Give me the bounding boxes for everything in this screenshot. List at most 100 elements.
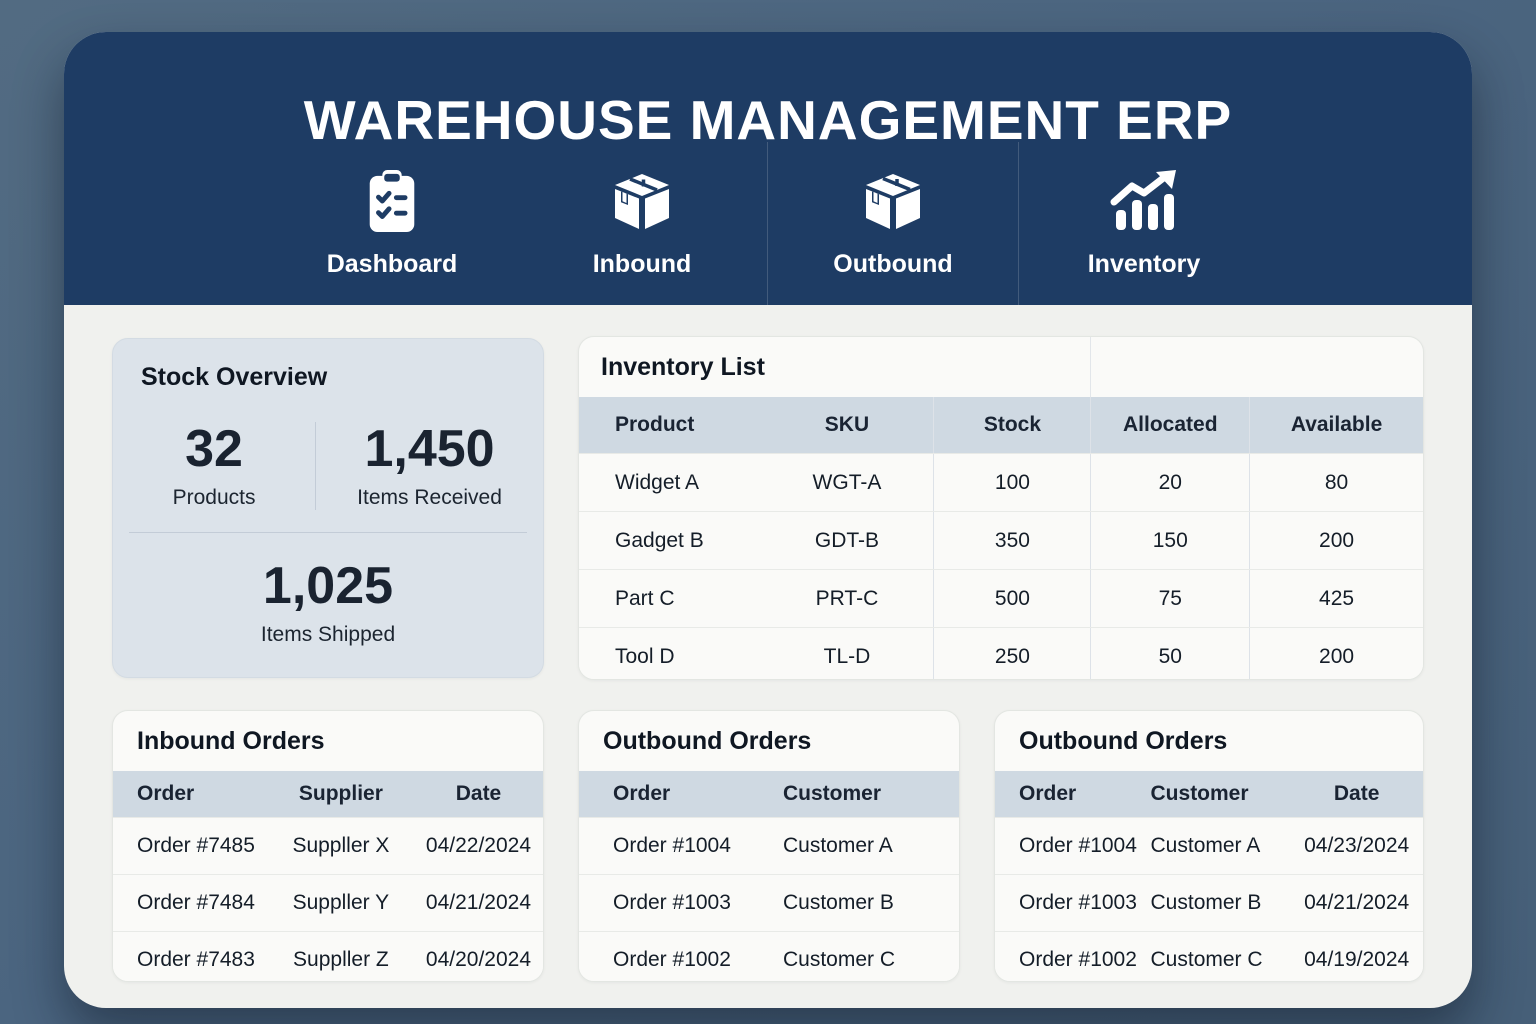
cell-product: Gadget B [615, 528, 704, 552]
column-header-order: Order [137, 782, 195, 805]
stat-products-label: Products [172, 486, 256, 510]
outbound-orders-dated-title: Outbound Orders [1019, 726, 1228, 755]
cell-order: Order #7484 [137, 891, 255, 914]
cell-date: 04/21/2024 [1304, 891, 1410, 914]
column-header-customer: Customer [783, 782, 882, 805]
stat-items-received-label: Items Received [357, 486, 502, 510]
outbound-orders-dated-card: Outbound Orders Order Customer Date Orde… [994, 710, 1424, 982]
nav-item-dashboard[interactable]: Dashboard [267, 142, 517, 305]
cell-supplier: Suppller X [292, 834, 390, 857]
cell-stock: 500 [933, 570, 1090, 627]
cell-allocated: 50 [1090, 628, 1249, 679]
cell-customer: Customer B [783, 891, 894, 914]
cell-stock: 100 [933, 454, 1090, 511]
cell-product: Widget A [615, 470, 700, 494]
cell-product: Part C [615, 586, 675, 610]
column-header-available: Available [1249, 397, 1423, 453]
cell-customer: Customer C [1150, 948, 1263, 971]
outbound-orders-card: Outbound Orders Order Customer Order #10… [578, 710, 960, 982]
page-title: WAREHOUSE MANAGEMENT ERP [303, 89, 1233, 151]
cell-customer: Customer B [1150, 891, 1262, 914]
cell-order: Order #1003 [613, 891, 731, 914]
nav-item-outbound[interactable]: Outbound [767, 142, 1018, 305]
nav-label-inbound: Inbound [592, 250, 692, 278]
column-header-allocated: Allocated [1090, 397, 1249, 453]
outbound-table-header: Order Customer [579, 771, 959, 817]
cell-allocated: 150 [1090, 512, 1249, 569]
cell-available: 80 [1249, 454, 1423, 511]
table-row: Order #1004 Customer A 04/23/2024 [995, 817, 1423, 874]
table-row: Order #1003 Customer B [579, 874, 959, 931]
stock-overview-card: Stock Overview 32 Products 1,450 Items R… [112, 338, 544, 678]
main-navigation: Dashboard Inbound [64, 142, 1472, 305]
stat-items-shipped: 1,025 Items Shipped [113, 533, 543, 673]
table-row: Order #1002 Customer C [579, 931, 959, 981]
cell-date: 04/21/2024 [425, 891, 532, 914]
cell-date: 04/19/2024 [1304, 948, 1410, 971]
stat-items-shipped-label: Items Shipped [260, 623, 396, 647]
cell-date: 04/22/2024 [425, 834, 532, 857]
stock-card-divider [129, 532, 527, 533]
inbound-orders-title-row: Inbound Orders [113, 711, 543, 771]
nav-item-inbound[interactable]: Inbound [517, 142, 767, 305]
column-header-date: Date [455, 782, 502, 805]
app-header: WAREHOUSE MANAGEMENT ERP Dashboard [64, 32, 1472, 305]
table-row: Order #1003 Customer B 04/21/2024 [995, 874, 1423, 931]
nav-label-dashboard: Dashboard [326, 250, 458, 278]
cell-stock: 250 [933, 628, 1090, 679]
column-header-stock: Stock [933, 397, 1090, 453]
cell-date: 04/23/2024 [1304, 834, 1410, 857]
stat-products: 32 Products [113, 422, 317, 511]
table-row: Order #7484 Suppller Y 04/21/2024 [113, 874, 543, 931]
column-header-sku: SKU [824, 413, 870, 436]
cell-supplier: Suppller Y [292, 891, 390, 914]
package-box-icon [861, 168, 925, 236]
stat-items-received: 1,450 Items Received [316, 422, 543, 511]
column-header-order: Order [613, 782, 671, 805]
cell-available: 200 [1249, 628, 1423, 679]
cell-order: Order #1002 [1019, 948, 1137, 971]
dashboard-body: Stock Overview 32 Products 1,450 Items R… [64, 305, 1472, 1008]
app-window: WAREHOUSE MANAGEMENT ERP Dashboard [64, 32, 1472, 1008]
table-row: Order #7483 Suppller Z 04/20/2024 [113, 931, 543, 981]
table-row: Order #1002 Customer C 04/19/2024 [995, 931, 1423, 981]
cell-order: Order #7485 [137, 834, 255, 857]
inventory-list-title-row: Inventory List [579, 337, 1423, 397]
cell-order: Order #1002 [613, 948, 731, 971]
inventory-list-title: Inventory List [601, 352, 765, 381]
cell-sku: TL-D [823, 644, 871, 668]
stock-overview-title: Stock Overview [141, 363, 328, 391]
cell-available: 425 [1249, 570, 1423, 627]
cell-available: 200 [1249, 512, 1423, 569]
bar-chart-trend-icon [1108, 168, 1180, 236]
inbound-orders-card: Inbound Orders Order Supplier Date Order… [112, 710, 544, 982]
nav-item-inventory[interactable]: Inventory [1018, 142, 1269, 305]
package-box-icon [610, 168, 674, 236]
outbound-dated-table-header: Order Customer Date [995, 771, 1423, 817]
cell-customer: Customer C [783, 948, 896, 971]
outbound-orders-title-row: Outbound Orders [579, 711, 959, 771]
outbound-orders-dated-title-row: Outbound Orders [995, 711, 1423, 771]
inbound-table-header: Order Supplier Date [113, 771, 543, 817]
table-row: Order #1004 Customer A [579, 817, 959, 874]
nav-label-inventory: Inventory [1087, 250, 1201, 278]
stat-items-received-value: 1,450 [364, 419, 495, 478]
table-row: Gadget B GDT-B 350 150 200 [579, 511, 1423, 569]
cell-order: Order #1004 [613, 834, 731, 857]
cell-order: Order #1003 [1019, 891, 1137, 914]
inventory-table-header: Product SKU Stock Allocated Available [579, 397, 1423, 453]
clipboard-checklist-icon [361, 168, 423, 236]
column-divider-line [1090, 337, 1092, 397]
column-header-date: Date [1333, 782, 1380, 805]
stock-stats-row: 32 Products 1,450 Items Received [113, 402, 543, 530]
cell-sku: GDT-B [814, 528, 880, 552]
cell-allocated: 20 [1090, 454, 1249, 511]
cell-product: Tool D [615, 644, 675, 668]
table-row: Widget A WGT-A 100 20 80 [579, 453, 1423, 511]
cell-sku: WGT-A [812, 470, 882, 494]
stat-items-shipped-value: 1,025 [262, 556, 394, 615]
table-row: Part C PRT-C 500 75 425 [579, 569, 1423, 627]
cell-stock: 350 [933, 512, 1090, 569]
table-row: Order #7485 Suppller X 04/22/2024 [113, 817, 543, 874]
cell-sku: PRT-C [815, 586, 879, 610]
